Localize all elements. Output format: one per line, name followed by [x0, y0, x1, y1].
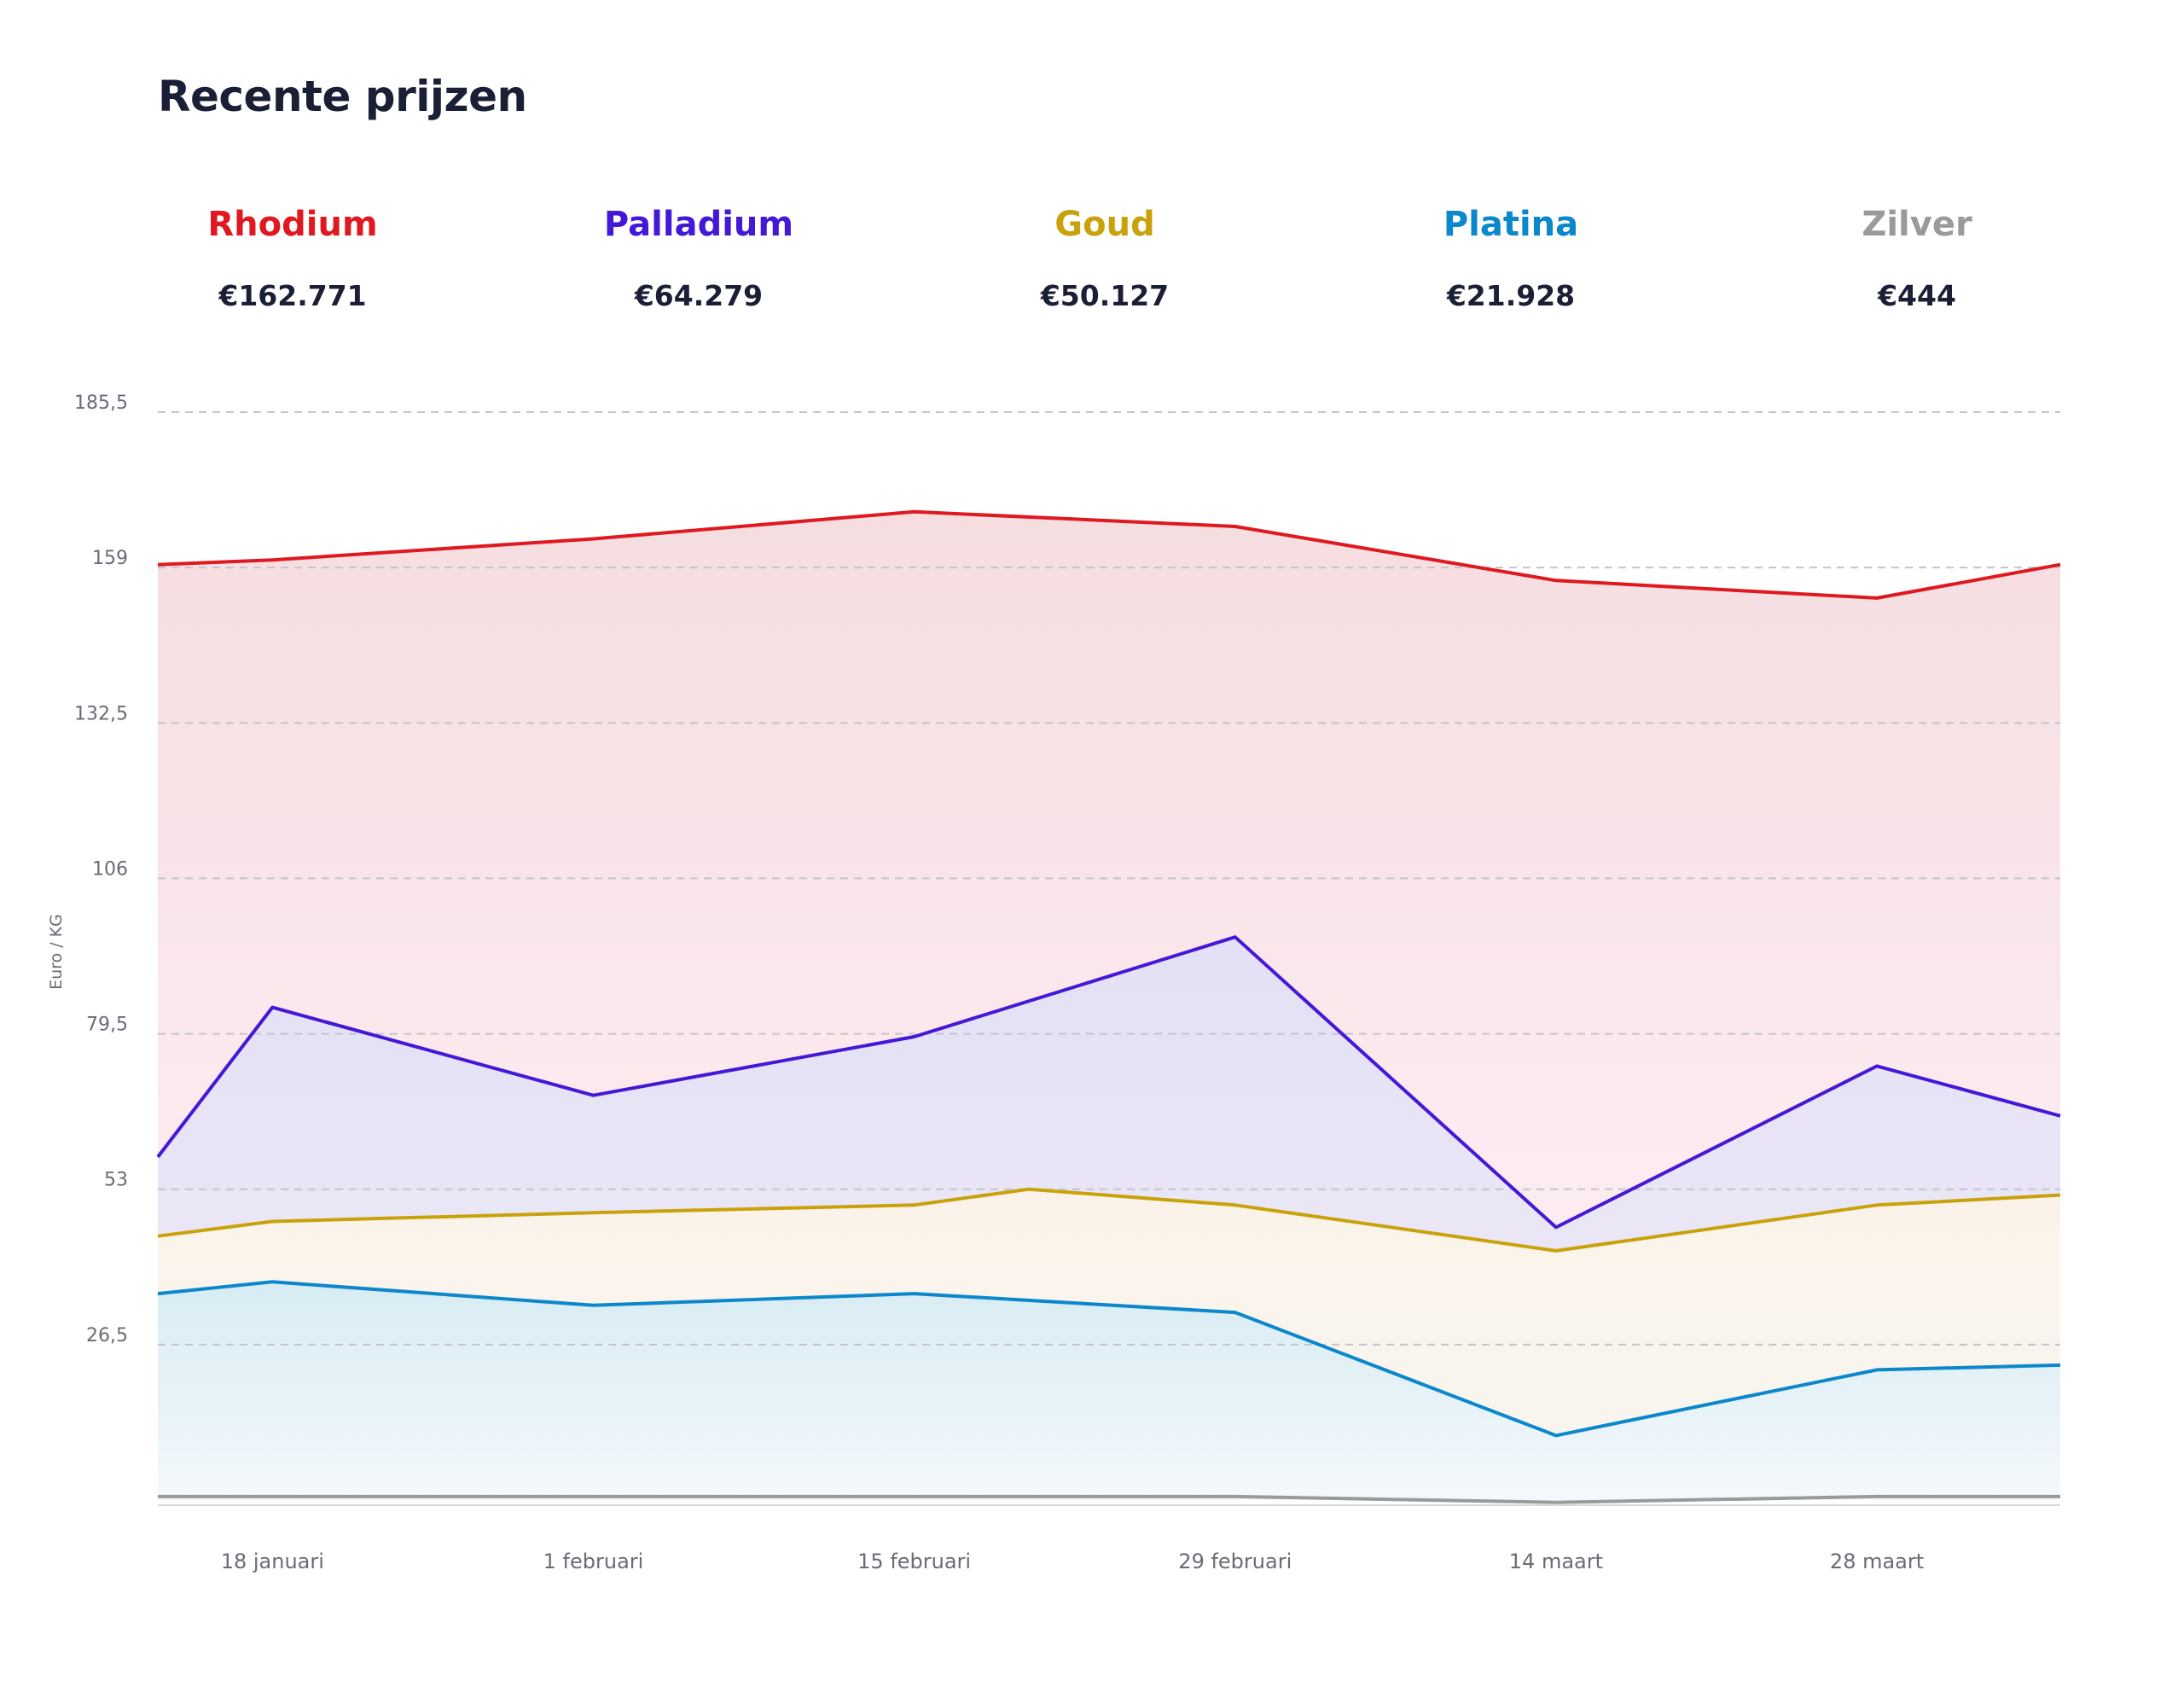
metal-name-rhodium: Rhodium: [207, 205, 378, 244]
y-tick-label: 79,5: [86, 1015, 128, 1036]
metal-name-palladium: Palladium: [603, 205, 794, 244]
area-fills: [158, 511, 2060, 1503]
x-tick-label: 14 maart: [1509, 1550, 1603, 1573]
metal-summary-rhodium: Rhodium €162.771: [139, 201, 446, 315]
series-lines: [156, 509, 2061, 1504]
y-tick-label: 185,5: [74, 393, 128, 414]
series-line-zilver: [158, 1494, 2060, 1504]
y-tick-label: 132,5: [74, 703, 128, 724]
series-line-rhodium: [157, 509, 2061, 600]
metal-summary-zilver: Zilver €444: [1763, 201, 2071, 315]
y-tick-label: 26,5: [86, 1325, 128, 1346]
metal-price-platina: €21.928: [1446, 279, 1576, 312]
x-tick-label: 29 februari: [1178, 1550, 1292, 1573]
x-tick-label: 1 februari: [543, 1550, 644, 1573]
area-platina: [158, 1282, 2060, 1500]
y-tick-label: 159: [92, 548, 128, 569]
series-line-goud: [157, 1187, 2061, 1253]
metal-name-goud: Goud: [1054, 205, 1155, 244]
metal-name-zilver: Zilver: [1862, 205, 1972, 244]
y-tick-label: 106: [92, 858, 128, 880]
x-tick-label: 28 maart: [1830, 1550, 1924, 1573]
page-title: Recente prijzen: [158, 72, 527, 121]
metal-price-zilver: €444: [1878, 279, 1956, 312]
x-tick-label: 15 februari: [857, 1550, 971, 1573]
y-axis-title: Euro / KG: [47, 914, 66, 990]
metal-summary-platina: Platina €21.928: [1357, 201, 1664, 315]
metal-price-rhodium: €162.771: [218, 279, 367, 312]
metal-summary-palladium: Palladium €64.279: [545, 201, 852, 315]
y-tick-label: 53: [104, 1170, 128, 1191]
metal-name-platina: Platina: [1443, 205, 1579, 244]
grid-lines: [158, 411, 2060, 1346]
series-line-platina: [157, 1280, 2061, 1438]
metal-summary-goud: Goud €50.127: [951, 201, 1258, 315]
metal-price-palladium: €64.279: [634, 279, 764, 312]
metal-price-goud: €50.127: [1040, 279, 1170, 312]
series-line-palladium: [156, 935, 2061, 1230]
x-tick-label: 18 januari: [221, 1550, 324, 1573]
axes: 185,5 159 132,5 106 79,5 53 26,5 Euro / KG 18 ja…: [47, 393, 2060, 1573]
